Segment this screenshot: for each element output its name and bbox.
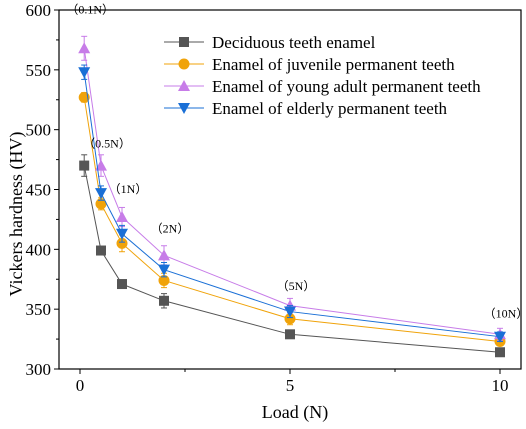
legend-marker	[178, 103, 190, 114]
y-tick-label: 550	[26, 61, 52, 80]
data-point	[79, 160, 90, 171]
data-point	[159, 295, 169, 306]
legend-marker	[179, 37, 189, 47]
legend-label: Deciduous teeth enamel	[212, 33, 376, 52]
y-tick-label: 450	[26, 181, 52, 200]
load-annotation: （0.5N）	[83, 137, 131, 151]
y-axis-title: Vickers hardness (HV)	[6, 132, 27, 297]
load-annotation: （1N）	[109, 182, 148, 196]
legend: Deciduous teeth enamel Enamel of juvenile…	[164, 33, 481, 118]
legend-marker	[178, 58, 190, 70]
legend-item: Deciduous teeth enamel	[164, 33, 376, 52]
data-point	[285, 329, 295, 340]
load-annotation: （5N）	[277, 279, 316, 293]
data-point	[95, 198, 107, 210]
legend-label: Enamel of young adult permanent teeth	[212, 77, 481, 96]
data-point	[117, 279, 127, 290]
data-point	[116, 211, 128, 223]
data-point	[95, 188, 107, 200]
series-line	[83, 48, 501, 335]
legend-label: Enamel of elderly permanent teeth	[212, 99, 448, 118]
data-point	[96, 245, 106, 256]
data-point	[284, 306, 296, 318]
x-tick-label: 0	[76, 376, 85, 395]
load-annotation: （0.1N）	[66, 3, 114, 17]
x-axis-title: Load (N)	[262, 402, 328, 423]
series-line	[83, 72, 501, 338]
series-line	[83, 165, 501, 353]
y-tick-label: 350	[26, 300, 52, 319]
data-point	[158, 264, 170, 276]
data-point	[116, 237, 128, 249]
axes: 300 350 400 450 500 550 600 0 5 10	[26, 1, 522, 395]
data-point	[116, 228, 128, 240]
data-point	[95, 159, 107, 171]
legend-item: Enamel of young adult permanent teeth	[164, 77, 481, 96]
data-point	[284, 313, 296, 325]
legend-label: Enamel of juvenile permanent teeth	[212, 55, 455, 74]
data-point	[494, 331, 506, 343]
legend-item: Enamel of elderly permanent teeth	[164, 99, 448, 118]
series-1	[79, 154, 505, 358]
data-point	[158, 249, 170, 261]
annotations: （0.1N） （0.5N） （1N） （2N） （5N） （10N）	[66, 3, 526, 321]
y-tick-label: 500	[26, 121, 52, 140]
x-tick-label: 10	[492, 376, 509, 395]
data-point	[158, 274, 170, 286]
data-point	[78, 42, 91, 54]
data-point	[495, 347, 505, 358]
load-annotation: （2N）	[151, 222, 190, 236]
y-tick-label: 300	[26, 360, 52, 379]
y-tick-label: 400	[26, 240, 52, 259]
data-point	[78, 67, 91, 79]
series-4	[78, 64, 506, 343]
x-tick-label: 5	[286, 376, 295, 395]
legend-marker	[178, 80, 190, 91]
load-annotation: （10N）	[484, 307, 526, 321]
legend-item: Enamel of juvenile permanent teeth	[164, 55, 455, 74]
series-group	[78, 35, 506, 358]
y-tick-label: 600	[26, 1, 52, 20]
